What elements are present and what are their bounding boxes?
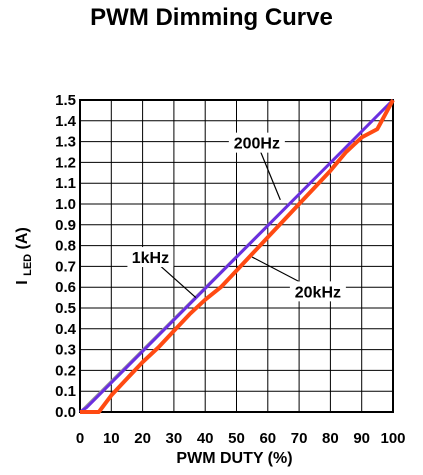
grid: [79, 99, 394, 413]
y-tick-label: 0.5: [55, 300, 76, 317]
y-tick-label: 0.4: [55, 321, 77, 338]
x-tick-label: 40: [197, 430, 214, 447]
y-axis-label-sub: LED: [22, 254, 34, 276]
y-tick-label: 0.0: [55, 404, 76, 421]
annotation-label: 20kHz: [295, 284, 341, 301]
annotation-bg: [127, 247, 174, 268]
x-tick-label: 60: [259, 430, 276, 447]
annotation-label: 200Hz: [234, 136, 280, 153]
x-tick-label: 100: [380, 430, 405, 447]
y-tick-label: 1.3: [55, 134, 76, 151]
y-axis-label: I LED (A): [14, 227, 35, 285]
y-tick-label: 1.0: [55, 196, 76, 213]
series-line-20khz: [80, 99, 395, 414]
y-tick-label: 0.9: [55, 217, 76, 234]
x-tick-label: 80: [322, 430, 339, 447]
annotation-bg: [228, 132, 285, 153]
x-tick-label: 30: [166, 430, 183, 447]
x-tick-label: 70: [291, 430, 308, 447]
x-tick-label: 0: [76, 430, 84, 447]
y-axis-label-suffix: (A): [14, 227, 31, 249]
x-tick-label: 10: [103, 430, 120, 447]
y-tick-label: 0.1: [55, 383, 76, 400]
x-tick-label: 20: [134, 430, 151, 447]
y-tick-label: 1.1: [55, 175, 76, 192]
x-tick-label: 90: [353, 430, 370, 447]
y-tick-label: 0.2: [55, 362, 76, 379]
plot-frame: [79, 99, 394, 413]
x-axis-label: PWM DUTY (%): [176, 450, 292, 467]
chart-title: PWM Dimming Curve: [90, 4, 333, 31]
y-tick-label: 0.8: [55, 238, 76, 255]
annotations: 200Hz 1kHz 20kHz: [127, 132, 346, 302]
x-tick-labels: 0 10 20 30 40 50 60 70 80 90 100: [76, 430, 406, 447]
x-tick-label: 50: [228, 430, 245, 447]
y-tick-label: 0.6: [55, 279, 76, 296]
annotation-bg: [289, 281, 346, 302]
y-tick-label: 1.5: [55, 92, 76, 109]
annotation-label: 1kHz: [132, 250, 169, 267]
y-tick-labels: 0.0 0.1 0.2 0.3 0.4 0.5 0.6 0.7 0.8 0.9 1.0 1.1 1.2 1…: [55, 92, 77, 421]
y-tick-label: 1.4: [55, 113, 77, 130]
series-lines: [79, 98, 395, 414]
y-tick-label: 0.3: [55, 342, 76, 359]
y-axis-label-main: I: [14, 280, 31, 284]
y-tick-label: 1.2: [55, 154, 76, 171]
y-tick-label: 0.7: [55, 258, 76, 275]
